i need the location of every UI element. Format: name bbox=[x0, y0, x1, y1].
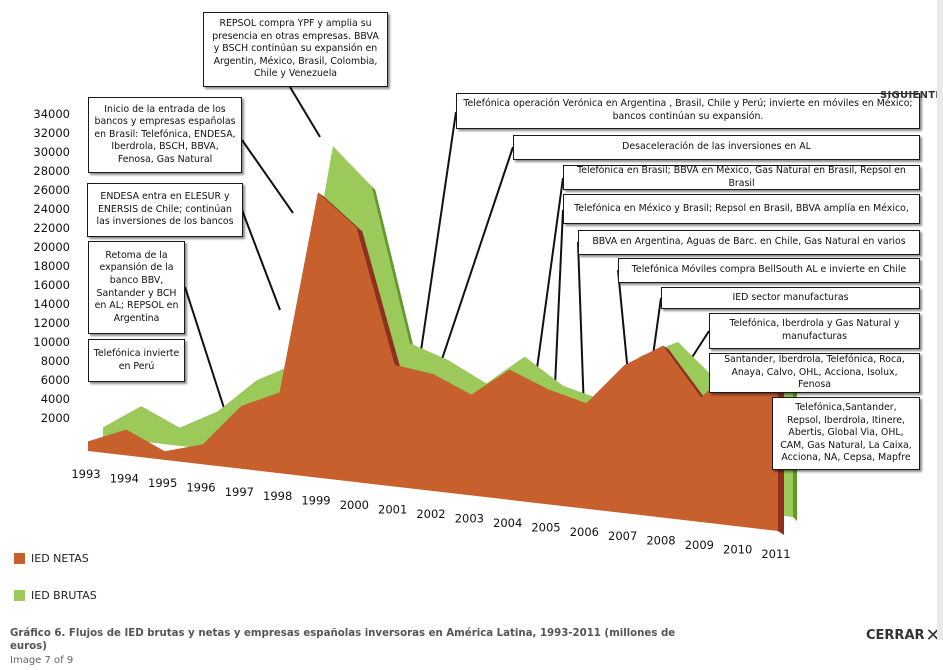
close-label: CERRAR bbox=[866, 628, 925, 643]
x-tick-label: 2008 bbox=[646, 534, 675, 548]
x-tick-label: 2011 bbox=[761, 547, 790, 561]
annotation-box: BBVA en Argentina, Aguas de Barc. en Chi… bbox=[578, 230, 920, 255]
x-tick-label: 1994 bbox=[110, 471, 139, 485]
annotation-box: Telefónica, Iberdrola y Gas Natural y ma… bbox=[709, 313, 920, 349]
y-tick-label: 8000 bbox=[41, 354, 70, 368]
y-tick-label: 2000 bbox=[41, 411, 70, 425]
y-tick-label: 4000 bbox=[41, 392, 70, 406]
legend-brutas: IED BRUTAS bbox=[14, 589, 97, 602]
y-axis: 2000 4000 6000 8000 10000 12000 14000 16000 1800… bbox=[33, 107, 70, 425]
annotation-connector-line bbox=[241, 209, 281, 311]
annotation-box: Telefónica Móviles compra BellSouth AL e… bbox=[618, 258, 920, 283]
close-button[interactable]: CERRAR ✕ bbox=[866, 624, 941, 646]
annotation-connector-line bbox=[184, 286, 225, 409]
series-brutas-edge-segment bbox=[371, 185, 414, 348]
x-tick-label: 1997 bbox=[225, 485, 254, 499]
annotation-box: Telefónica en México y Brasil; Repsol en… bbox=[563, 194, 920, 224]
y-tick-label: 6000 bbox=[41, 373, 70, 387]
x-tick-label: 2000 bbox=[340, 498, 369, 512]
y-tick-label: 30000 bbox=[33, 145, 70, 159]
x-tick-label: 2006 bbox=[570, 525, 599, 539]
legend-netas: IED NETAS bbox=[14, 552, 89, 565]
next-button[interactable]: SIGUIENTE bbox=[880, 90, 943, 101]
series-netas-group bbox=[88, 192, 784, 535]
annotation-connector-line bbox=[416, 111, 457, 379]
series-netas-edge-segment bbox=[663, 345, 708, 402]
x-tick-label: 1996 bbox=[186, 480, 215, 494]
x-tick-label: 2002 bbox=[416, 507, 445, 521]
x-tick-label: 1993 bbox=[71, 467, 100, 481]
y-tick-label: 10000 bbox=[33, 335, 70, 349]
annotation-connector-line bbox=[289, 86, 321, 138]
chart-caption: Gráfico 6. Flujos de IED brutas y netas … bbox=[10, 628, 676, 652]
y-tick-label: 34000 bbox=[33, 107, 70, 121]
x-tick-label: 2003 bbox=[455, 511, 484, 525]
annotation-box: Telefónica en Brasil; BBVA en México, Ga… bbox=[563, 165, 920, 190]
annotation-connector-line bbox=[241, 139, 294, 214]
y-tick-label: 18000 bbox=[33, 259, 70, 273]
legend-swatch-brutas bbox=[14, 590, 25, 601]
y-tick-label: 14000 bbox=[33, 297, 70, 311]
y-tick-label: 28000 bbox=[33, 164, 70, 178]
annotation-box: ENDESA entra en ELESUR y ENERSIS de Chil… bbox=[87, 183, 243, 237]
series-netas-area bbox=[88, 192, 778, 531]
y-tick-label: 16000 bbox=[33, 278, 70, 292]
annotation-box: Inicio de la entrada de los bancos y emp… bbox=[88, 97, 242, 173]
y-tick-label: 32000 bbox=[33, 126, 70, 140]
x-axis: 1993 1994 1995 1996 1997 1998 1999 2000 2001 2002… bbox=[71, 467, 790, 561]
image-counter: Image 7 of 9 bbox=[10, 655, 74, 666]
legend-label-brutas: IED BRUTAS bbox=[31, 589, 97, 602]
close-icon: ✕ bbox=[925, 624, 941, 646]
annotation-box: Telefónica,Santander, Repsol, Iberdrola,… bbox=[772, 397, 920, 470]
y-tick-label: 26000 bbox=[33, 183, 70, 197]
x-tick-label: 1995 bbox=[148, 476, 177, 490]
x-tick-label: 2009 bbox=[685, 538, 714, 552]
annotation-box: Telefónica invierte en Perú bbox=[88, 339, 185, 382]
annotation-connector-line bbox=[429, 146, 514, 396]
annotation-box: Retoma de la expansión de la banco BBV, … bbox=[88, 241, 185, 334]
x-tick-label: 2007 bbox=[608, 529, 637, 543]
legend-label-netas: IED NETAS bbox=[31, 552, 89, 565]
series-netas-edge-segment bbox=[318, 192, 363, 232]
series-brutas-edge-segment bbox=[333, 146, 376, 190]
y-tick-label: 20000 bbox=[33, 240, 70, 254]
annotation-box: Telefónica operación Verónica en Argenti… bbox=[456, 93, 920, 129]
series-netas-edge-segment bbox=[356, 227, 401, 369]
y-tick-label: 12000 bbox=[33, 316, 70, 330]
x-tick-label: 2004 bbox=[493, 516, 522, 530]
scrollbar[interactable] bbox=[937, 0, 943, 640]
x-tick-label: 2010 bbox=[723, 543, 752, 557]
annotation-box: REPSOL compra YPF y amplia su presencia … bbox=[203, 12, 388, 87]
x-tick-label: 2005 bbox=[531, 520, 560, 534]
x-tick-label: 2001 bbox=[378, 503, 407, 517]
annotation-box: Santander, Iberdrola, Telefónica, Roca, … bbox=[709, 353, 920, 393]
y-tick-label: 22000 bbox=[33, 221, 70, 235]
legend-swatch-netas bbox=[14, 553, 25, 564]
y-tick-label: 24000 bbox=[33, 202, 70, 216]
annotation-box: IED sector manufacturas bbox=[661, 287, 920, 309]
x-tick-label: 1999 bbox=[301, 494, 330, 508]
x-tick-label: 1998 bbox=[263, 489, 292, 503]
annotation-box: Desaceleración de las inversiones en AL bbox=[513, 135, 920, 160]
